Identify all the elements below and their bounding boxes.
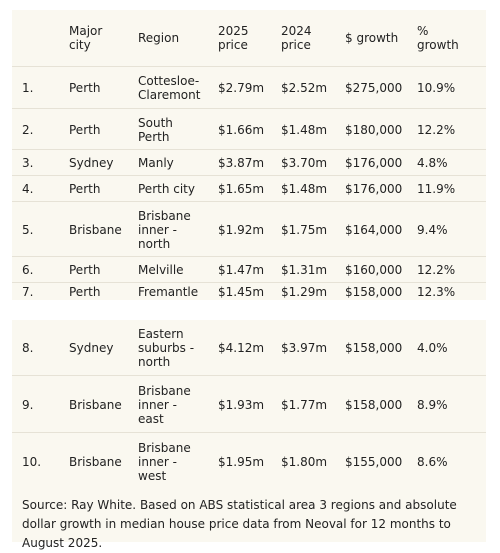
table-row: 10. Brisbane Brisbane inner - west $1.95… <box>12 432 486 490</box>
city-cell: Sydney <box>69 156 114 170</box>
price-2024-cell: $1.31m <box>281 263 328 277</box>
region-cell: Brisbane inner - north <box>138 208 191 251</box>
percent-growth-cell: 8.6% <box>417 454 448 469</box>
price-2025-cell: $1.47m <box>218 263 265 277</box>
table-row: 3. Sydney Manly $3.87m $3.70m $176,000 4… <box>12 149 486 176</box>
city-cell: Sydney <box>69 340 114 355</box>
price-2024-cell: $1.29m <box>281 285 328 299</box>
dollar-growth-cell: $158,000 <box>345 285 403 299</box>
dollar-growth-cell: $158,000 <box>345 340 403 355</box>
header-region: Region <box>138 31 180 45</box>
header-percent-growth: % growth <box>417 24 459 52</box>
city-cell: Perth <box>69 81 101 95</box>
percent-growth-cell: 4.8% <box>417 156 448 170</box>
header-dollar-growth: $ growth <box>345 31 399 45</box>
table-row: 5. Brisbane Brisbane inner - north $1.92… <box>12 201 486 257</box>
price-2024-cell: $2.52m <box>281 81 328 95</box>
dollar-growth-cell: $158,000 <box>345 397 403 412</box>
price-2025-cell: $3.87m <box>218 156 265 170</box>
table-panel-top: Major city Region 2025 price 2024 price … <box>12 10 486 300</box>
price-2024-cell: $1.80m <box>281 454 328 469</box>
dollar-growth-cell: $275,000 <box>345 81 403 95</box>
price-2025-cell: $1.65m <box>218 182 265 196</box>
percent-growth-cell: 12.2% <box>417 263 456 277</box>
city-cell: Perth <box>69 285 101 299</box>
price-2024-cell: $1.75m <box>281 222 328 237</box>
table-row: 8. Sydney Eastern suburbs - north $4.12m… <box>12 320 486 375</box>
table-row: 2. Perth South Perth $1.66m $1.48m $180,… <box>12 108 486 150</box>
table-row: 4. Perth Perth city $1.65m $1.48m $176,0… <box>12 175 486 202</box>
rank-cell: 4. <box>22 182 34 196</box>
price-2025-cell: $1.92m <box>218 222 265 237</box>
city-cell: Perth <box>69 182 101 196</box>
table-header-row: Major city Region 2025 price 2024 price … <box>12 10 486 66</box>
region-cell: Fremantle <box>138 285 199 299</box>
percent-growth-cell: 4.0% <box>417 340 448 355</box>
rank-cell: 6. <box>22 263 34 277</box>
dollar-growth-cell: $176,000 <box>345 182 403 196</box>
percent-growth-cell: 10.9% <box>417 81 456 95</box>
price-2024-cell: $1.77m <box>281 397 328 412</box>
city-cell: Perth <box>69 263 101 277</box>
percent-growth-cell: 9.4% <box>417 222 448 237</box>
dollar-growth-cell: $164,000 <box>345 222 403 237</box>
region-cell: Brisbane inner - east <box>138 383 191 426</box>
percent-growth-cell: 12.3% <box>417 285 456 299</box>
rank-cell: 10. <box>22 454 42 469</box>
table-panel-bottom: 8. Sydney Eastern suburbs - north $4.12m… <box>12 320 486 550</box>
price-2024-cell: $3.70m <box>281 156 328 170</box>
region-cell: Perth city <box>138 182 195 196</box>
region-cell: Melville <box>138 263 184 277</box>
region-cell: Brisbane inner - west <box>138 440 191 483</box>
rank-cell: 2. <box>22 122 34 137</box>
city-cell: Perth <box>69 122 101 137</box>
price-2025-cell: $1.45m <box>218 285 265 299</box>
header-2024-price: 2024 price <box>281 24 312 52</box>
price-2024-cell: $3.97m <box>281 340 328 355</box>
price-2025-cell: $1.66m <box>218 122 265 137</box>
price-2025-cell: $2.79m <box>218 81 265 95</box>
source-note: Source: Ray White. Based on ABS statisti… <box>22 498 457 550</box>
rank-cell: 3. <box>22 156 34 170</box>
header-2025-price: 2025 price <box>218 24 249 52</box>
region-cell: Eastern suburbs - north <box>138 326 195 369</box>
dollar-growth-cell: $176,000 <box>345 156 403 170</box>
region-cell: Manly <box>138 156 174 170</box>
table-row: 1. Perth Cottesloe- Claremont $2.79m $2.… <box>12 66 486 109</box>
region-cell: South Perth <box>138 115 173 144</box>
header-rank <box>22 10 62 66</box>
dollar-growth-cell: $160,000 <box>345 263 403 277</box>
rank-cell: 1. <box>22 81 34 95</box>
rank-cell: 8. <box>22 340 34 355</box>
header-major-city: Major city <box>69 24 103 52</box>
city-cell: Brisbane <box>69 454 122 469</box>
percent-growth-cell: 12.2% <box>417 122 456 137</box>
dollar-growth-cell: $155,000 <box>345 454 403 469</box>
rank-cell: 9. <box>22 397 34 412</box>
table-row: 7. Perth Fremantle $1.45m $1.29m $158,00… <box>12 282 486 301</box>
price-2024-cell: $1.48m <box>281 122 328 137</box>
table-row: 6. Perth Melville $1.47m $1.31m $160,000… <box>12 256 486 283</box>
percent-growth-cell: 8.9% <box>417 397 448 412</box>
city-cell: Brisbane <box>69 222 122 237</box>
price-2024-cell: $1.48m <box>281 182 328 196</box>
percent-growth-cell: 11.9% <box>417 182 456 196</box>
price-2025-cell: $1.93m <box>218 397 265 412</box>
dollar-growth-cell: $180,000 <box>345 122 403 137</box>
city-cell: Brisbane <box>69 397 122 412</box>
table-row: 9. Brisbane Brisbane inner - east $1.93m… <box>12 375 486 433</box>
region-cell: Cottesloe- Claremont <box>138 74 201 102</box>
rank-cell: 7. <box>22 285 34 299</box>
price-2025-cell: $4.12m <box>218 340 265 355</box>
rank-cell: 5. <box>22 222 34 237</box>
price-2025-cell: $1.95m <box>218 454 265 469</box>
